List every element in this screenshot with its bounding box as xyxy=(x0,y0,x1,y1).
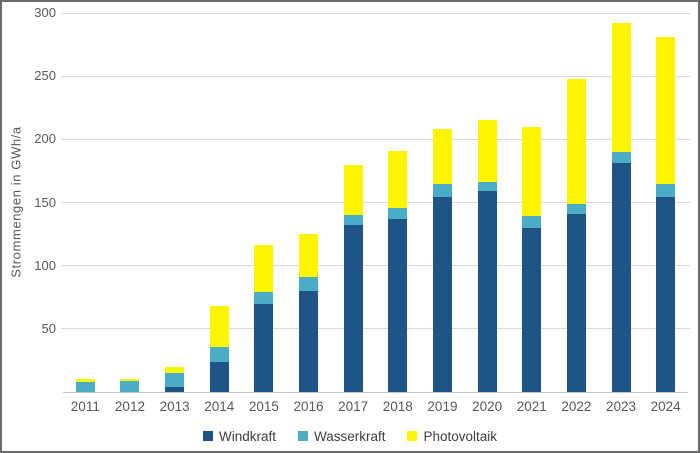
legend-item-windkraft: Windkraft xyxy=(202,428,276,444)
gridline-300 xyxy=(61,12,690,14)
y-tick-label-50: 50 xyxy=(41,320,56,336)
gridline-50 xyxy=(61,328,690,330)
bar-segment-wasserkraft-2024 xyxy=(656,183,676,198)
bar-segment-photovoltaik-2014 xyxy=(209,306,229,347)
x-tick-label-2022: 2022 xyxy=(561,399,592,414)
x-tick-label-2023: 2023 xyxy=(606,399,637,414)
x-tick-label-2020: 2020 xyxy=(472,399,503,414)
x-tick-label-2024: 2024 xyxy=(650,399,681,414)
x-tick-label-2017: 2017 xyxy=(338,399,369,414)
bar-2016 xyxy=(299,234,319,392)
bar-2018 xyxy=(388,150,408,392)
bar-2020 xyxy=(477,120,497,392)
bar-segment-photovoltaik-2023 xyxy=(611,23,631,152)
plot-area xyxy=(61,12,690,393)
x-tick-label-2012: 2012 xyxy=(114,399,145,414)
bar-2014 xyxy=(209,306,229,392)
legend: Windkraft Wasserkraft Photovoltaik xyxy=(0,426,700,446)
x-tick-label-2015: 2015 xyxy=(248,399,279,414)
bar-2024 xyxy=(656,37,676,392)
bar-2022 xyxy=(566,78,586,392)
gridline-100 xyxy=(61,265,690,267)
bar-segment-photovoltaik-2021 xyxy=(522,126,542,217)
y-tick-label-150: 150 xyxy=(34,194,56,210)
bar-segment-wasserkraft-2016 xyxy=(299,277,319,291)
legend-label-wasserkraft: Wasserkraft xyxy=(313,428,386,444)
legend-swatch-windkraft xyxy=(202,431,213,441)
bar-2012 xyxy=(120,379,140,392)
bar-2011 xyxy=(75,379,95,392)
x-tick-label-2016: 2016 xyxy=(293,399,324,414)
bar-segment-wasserkraft-2022 xyxy=(566,203,586,214)
bar-2021 xyxy=(522,126,542,392)
bar-2017 xyxy=(343,164,363,392)
bar-2019 xyxy=(432,129,452,392)
legend-label-photovoltaik: Photovoltaik xyxy=(423,428,498,444)
bar-segment-photovoltaik-2017 xyxy=(343,164,363,216)
bar-segment-wasserkraft-2017 xyxy=(343,215,363,226)
x-tick-label-2011: 2011 xyxy=(70,399,100,414)
bar-segment-wasserkraft-2019 xyxy=(432,183,452,198)
bar-segment-windkraft-2019 xyxy=(432,197,452,392)
bar-segment-photovoltaik-2012 xyxy=(120,379,140,381)
bar-segment-photovoltaik-2013 xyxy=(165,366,185,374)
bar-segment-wasserkraft-2013 xyxy=(165,373,185,387)
bar-segment-wasserkraft-2014 xyxy=(209,346,229,362)
bar-2023 xyxy=(611,23,631,392)
legend-item-photovoltaik: Photovoltaik xyxy=(407,429,497,444)
bar-2015 xyxy=(254,245,274,392)
legend-label-windkraft: Windkraft xyxy=(218,428,276,444)
gridline-200 xyxy=(61,138,690,140)
bar-2013 xyxy=(165,366,185,392)
bar-segment-windkraft-2022 xyxy=(566,213,586,392)
y-tick-label-200: 200 xyxy=(34,131,56,147)
gridline-150 xyxy=(61,202,690,203)
bar-segment-windkraft-2015 xyxy=(254,303,274,392)
bar-segment-wasserkraft-2020 xyxy=(477,182,497,192)
y-tick-label-300: 300 xyxy=(34,5,56,20)
bar-segment-windkraft-2013 xyxy=(165,386,185,392)
bar-segment-wasserkraft-2018 xyxy=(388,207,408,219)
bar-segment-windkraft-2023 xyxy=(611,163,631,392)
bar-segment-windkraft-2016 xyxy=(299,290,319,392)
bar-segment-wasserkraft-2011 xyxy=(75,381,95,392)
x-tick-label-2019: 2019 xyxy=(427,399,458,414)
bar-segment-windkraft-2024 xyxy=(656,197,676,392)
bar-segment-photovoltaik-2015 xyxy=(254,245,274,293)
bar-segment-windkraft-2017 xyxy=(343,225,363,392)
bar-segment-photovoltaik-2024 xyxy=(656,37,676,184)
bar-segment-photovoltaik-2020 xyxy=(477,120,497,183)
bar-segment-photovoltaik-2018 xyxy=(388,150,408,208)
bar-segment-wasserkraft-2015 xyxy=(254,292,274,304)
x-tick-label-2018: 2018 xyxy=(382,399,413,414)
bar-segment-photovoltaik-2022 xyxy=(566,78,586,204)
bar-segment-wasserkraft-2012 xyxy=(120,380,140,392)
bar-segment-windkraft-2021 xyxy=(522,227,542,392)
legend-swatch-wasserkraft xyxy=(297,431,308,441)
x-tick-label-2021: 2021 xyxy=(516,399,547,414)
bar-segment-windkraft-2020 xyxy=(477,191,497,392)
gridline-250 xyxy=(61,75,690,77)
bar-segment-photovoltaik-2016 xyxy=(299,234,319,278)
bar-segment-wasserkraft-2021 xyxy=(522,216,542,228)
y-tick-label-100: 100 xyxy=(34,257,56,273)
bar-segment-photovoltaik-2019 xyxy=(432,129,452,184)
bar-segment-windkraft-2014 xyxy=(209,361,229,392)
bar-segment-windkraft-2018 xyxy=(388,218,408,392)
bar-segment-photovoltaik-2011 xyxy=(75,379,95,382)
legend-swatch-photovoltaik xyxy=(407,431,418,441)
x-tick-label-2013: 2013 xyxy=(159,399,190,414)
bar-segment-wasserkraft-2023 xyxy=(611,151,631,164)
y-tick-label-250: 250 xyxy=(34,68,56,84)
x-tick-label-2014: 2014 xyxy=(204,399,235,414)
legend-item-wasserkraft: Wasserkraft xyxy=(297,428,386,444)
